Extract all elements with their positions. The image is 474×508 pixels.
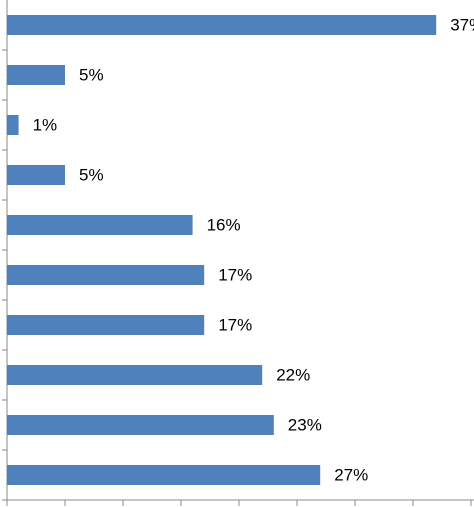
value-label: 37% — [450, 15, 474, 34]
bar — [7, 165, 65, 185]
bar — [7, 415, 274, 435]
value-label: 1% — [33, 115, 58, 134]
value-label: 5% — [79, 65, 104, 84]
bar — [7, 465, 321, 485]
value-label: 17% — [218, 315, 252, 334]
value-label: 5% — [79, 165, 104, 184]
value-label: 22% — [276, 365, 310, 384]
bar — [7, 215, 193, 235]
bar — [7, 65, 65, 85]
value-label: 17% — [218, 265, 252, 284]
value-label: 16% — [207, 215, 241, 234]
bar — [7, 315, 205, 335]
value-label: 27% — [334, 465, 368, 484]
bar — [7, 115, 19, 135]
bar — [7, 15, 437, 35]
bar — [7, 265, 205, 285]
bar — [7, 365, 263, 385]
value-label: 23% — [288, 415, 322, 434]
